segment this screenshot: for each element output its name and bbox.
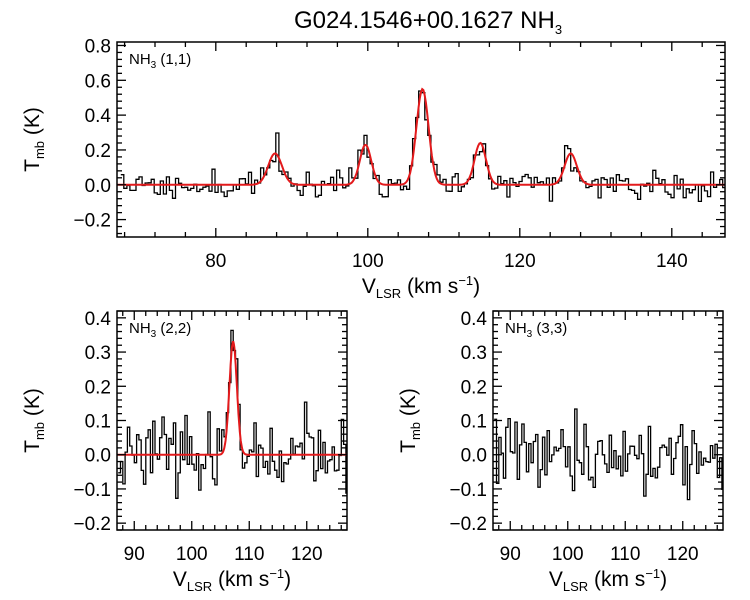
x-axis-label-end: ) [284, 568, 291, 591]
y-tick-label: 0.0 [85, 176, 111, 197]
x-axis-label-sub: LSR [376, 286, 401, 301]
panel-annotation-rest: (1,1) [156, 51, 191, 68]
y-tick-label: −0.1 [449, 480, 487, 501]
x-tick-label: 90 [124, 544, 145, 565]
y-axis-label-sub: mb [408, 422, 423, 440]
y-tick-label: 0.4 [85, 309, 112, 330]
panel-1: 80 100 120 140 −0.2 0.0 0.2 0.4 0.6 0.8 VLSR (km s… [21, 36, 726, 301]
x-axis-label-end: ) [473, 275, 480, 298]
x-tick-label: 90 [500, 544, 521, 565]
y-tick-label: 0.3 [85, 343, 111, 364]
y-axis-label: Tmb (K) [397, 388, 423, 453]
x-tick-label: 100 [552, 544, 584, 565]
y-tick-label: −0.2 [73, 211, 111, 232]
x-tick-label: 100 [352, 251, 384, 272]
panel-annotation: NH3 (2,2) [129, 320, 191, 340]
panel-2: 90 100 110 120 −0.2 −0.1 0.0 0.1 0.2 0.3 0.4 VLSR (… [21, 309, 348, 594]
x-axis-label-main: V [173, 568, 187, 591]
y-axis-label-rest: (K) [397, 388, 420, 422]
observed-spectrum-3 [494, 408, 723, 501]
x-tick-label: 110 [234, 544, 264, 565]
x-axis-label-main: V [549, 568, 563, 591]
x-axis-label-sup: −1 [269, 566, 284, 581]
x-axis-label: VLSR (km s−1) [362, 273, 480, 301]
panel-annotation-rest: (2,2) [156, 320, 191, 337]
panel-annotation-main: NH [505, 320, 527, 337]
y-tick-label: 0.2 [85, 377, 111, 398]
x-axis-label-sup: −1 [458, 273, 473, 288]
fit-curve-2 [117, 341, 347, 456]
fit-curve-1 [117, 87, 725, 186]
x-tick-label: 120 [291, 544, 323, 565]
y-tick-label: −0.1 [73, 480, 111, 501]
y-tick-label: 0.4 [85, 106, 112, 127]
x-axis-label-rest: (km s [588, 568, 645, 591]
figure-title: G024.1546+00.1627 NH3 [294, 7, 562, 37]
panel-3: 90 100 110 120 −0.2 −0.1 0.0 0.1 0.2 0.3 0.4 VLSR (… [397, 309, 724, 594]
y-axis-label-sub: mb [32, 422, 47, 440]
y-tick-label: 0.0 [85, 446, 111, 467]
y-tick-label: −0.2 [73, 514, 111, 535]
panel-annotation: NH3 (1,1) [129, 51, 191, 71]
y-axis-label-rest: (K) [21, 388, 44, 422]
x-axis-label: VLSR (km s−1) [173, 566, 291, 594]
x-axis-label-sub: LSR [563, 579, 588, 594]
x-tick-label: 120 [667, 544, 699, 565]
x-tick-label: 100 [176, 544, 208, 565]
panel-annotation: NH3 (3,3) [505, 320, 567, 340]
y-tick-label: 0.8 [85, 36, 111, 57]
x-axis-label-sup: −1 [645, 566, 660, 581]
panel-annotation-sub: 3 [151, 329, 157, 340]
y-axis-label-main: T [21, 159, 44, 172]
x-axis-label-rest: (km s [212, 568, 269, 591]
y-axis-label-main: T [21, 440, 44, 453]
observed-spectrum-2 [118, 329, 347, 499]
y-tick-label: 0.3 [461, 343, 487, 364]
x-tick-label: 80 [205, 251, 226, 272]
y-axis-label: Tmb (K) [21, 388, 47, 453]
panel-annotation-rest: (3,3) [532, 320, 567, 337]
y-tick-label: 0.6 [85, 71, 111, 92]
plot-frame-3 [492, 310, 724, 531]
y-tick-label: −0.2 [449, 514, 487, 535]
x-tick-label: 120 [504, 251, 536, 272]
y-axis-label-rest: (K) [21, 107, 44, 141]
y-tick-label: 0.1 [461, 412, 487, 433]
x-tick-label: 110 [610, 544, 640, 565]
y-axis-label: Tmb (K) [21, 107, 47, 172]
y-tick-label: 0.2 [85, 141, 111, 162]
y-axis-label-sub: mb [32, 141, 47, 159]
x-axis-label-end: ) [660, 568, 667, 591]
panel-annotation-sub: 3 [151, 60, 157, 71]
x-tick-label: 140 [656, 251, 688, 272]
y-tick-label: 0.0 [461, 446, 487, 467]
y-tick-label: 0.4 [461, 309, 488, 330]
y-tick-label: 0.1 [85, 412, 111, 433]
panel-annotation-sub: 3 [527, 329, 533, 340]
x-axis-label: VLSR (km s−1) [549, 566, 667, 594]
panel-annotation-main: NH [129, 320, 151, 337]
y-axis-label-main: T [397, 440, 420, 453]
y-tick-label: 0.2 [461, 377, 487, 398]
x-axis-label-main: V [362, 275, 376, 298]
plot-frame-1 [116, 41, 726, 238]
panel-annotation-main: NH [129, 51, 151, 68]
x-axis-label-rest: (km s [401, 275, 458, 298]
x-axis-label-sub: LSR [187, 579, 212, 594]
